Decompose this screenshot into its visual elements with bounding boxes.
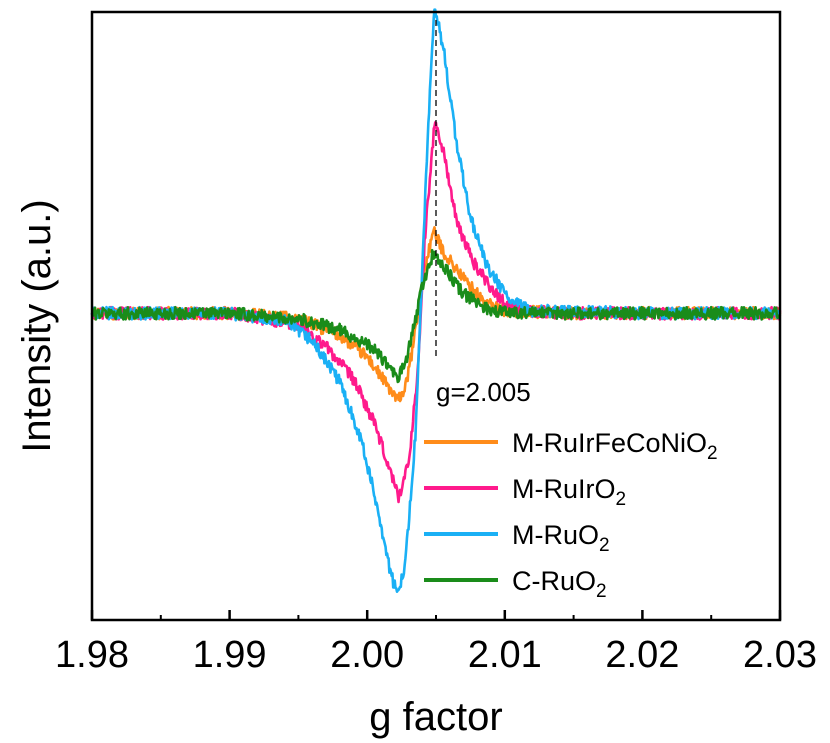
series-line — [90, 248, 782, 384]
legend-label: C-RuO2 — [512, 566, 607, 602]
x-axis-label: g factor — [369, 695, 502, 739]
x-tick-label: 2.02 — [605, 634, 679, 676]
y-axis-label: Intensity (a.u.) — [15, 199, 59, 452]
x-tick-label: 1.98 — [55, 634, 129, 676]
x-tick-label: 2.03 — [743, 634, 817, 676]
legend-label: M-RuO2 — [512, 520, 610, 556]
series-layer — [90, 8, 782, 593]
x-axis-ticks: 1.98 1.99 2.00 2.01 2.02 2.03 — [55, 610, 817, 676]
x-tick-label: 1.99 — [193, 634, 267, 676]
x-tick-label: 2.00 — [330, 634, 404, 676]
legend-label: M-RuIrFeCoNiO2 — [512, 428, 718, 464]
legend-label: M-RuIrO2 — [512, 474, 626, 510]
g-annotation-label: g=2.005 — [436, 377, 531, 407]
x-tick-label: 2.01 — [468, 634, 542, 676]
legend: M-RuIrFeCoNiO2 M-RuIrO2 M-RuO2 C-RuO2 — [424, 428, 718, 602]
